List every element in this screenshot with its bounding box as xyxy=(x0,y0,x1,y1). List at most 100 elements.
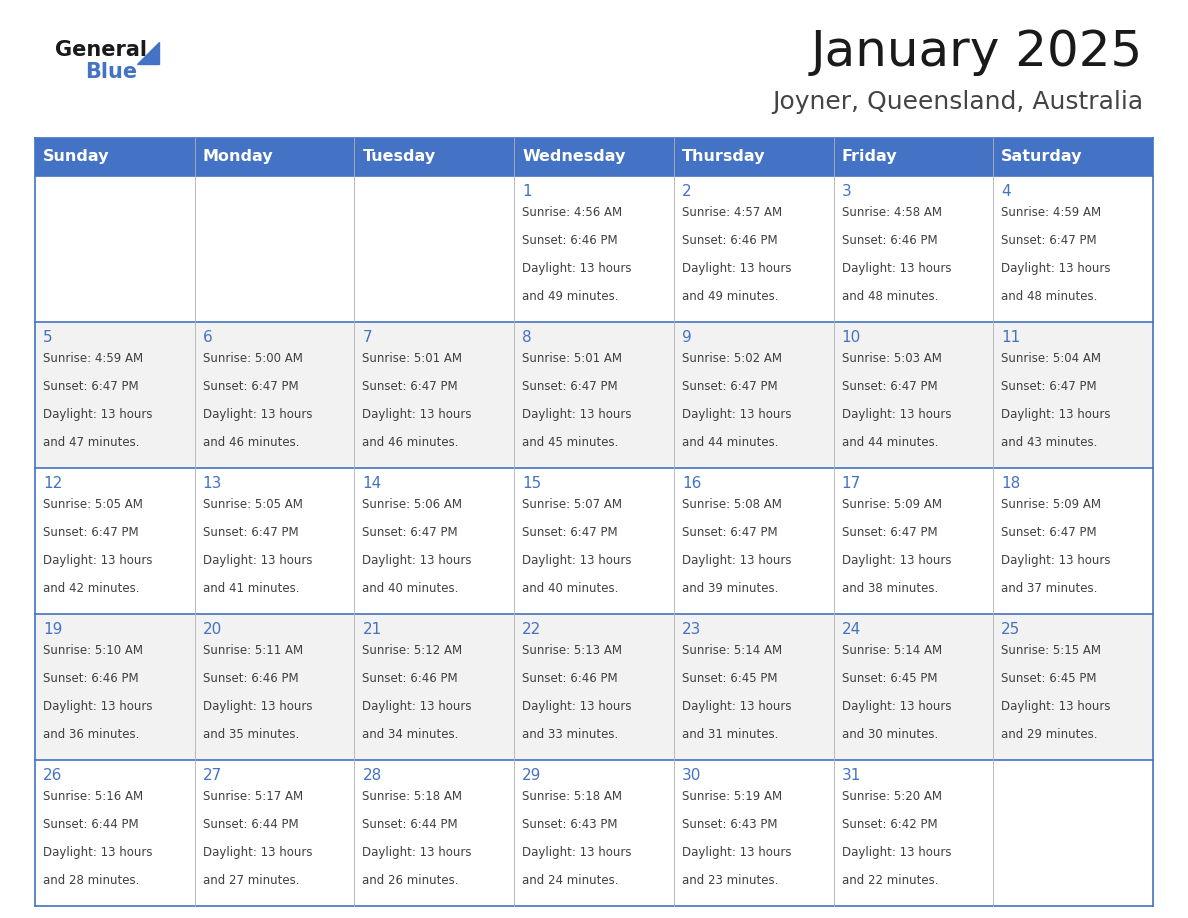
Text: Sunset: 6:47 PM: Sunset: 6:47 PM xyxy=(1001,234,1097,247)
Text: 14: 14 xyxy=(362,476,381,491)
Text: Daylight: 13 hours: Daylight: 13 hours xyxy=(1001,263,1111,275)
Text: Sunset: 6:46 PM: Sunset: 6:46 PM xyxy=(682,234,777,247)
Text: 8: 8 xyxy=(523,330,532,345)
Text: January 2025: January 2025 xyxy=(810,28,1143,76)
Text: Sunrise: 5:20 AM: Sunrise: 5:20 AM xyxy=(841,790,942,803)
Text: Saturday: Saturday xyxy=(1001,150,1082,164)
Text: and 49 minutes.: and 49 minutes. xyxy=(523,290,619,303)
Text: and 28 minutes.: and 28 minutes. xyxy=(43,874,139,888)
Text: Sunrise: 5:08 AM: Sunrise: 5:08 AM xyxy=(682,498,782,511)
Text: Daylight: 13 hours: Daylight: 13 hours xyxy=(203,846,312,859)
Text: and 35 minutes.: and 35 minutes. xyxy=(203,728,299,742)
Text: and 48 minutes.: and 48 minutes. xyxy=(841,290,939,303)
Text: Daylight: 13 hours: Daylight: 13 hours xyxy=(523,409,632,421)
Text: Daylight: 13 hours: Daylight: 13 hours xyxy=(682,554,791,567)
Text: Sunset: 6:47 PM: Sunset: 6:47 PM xyxy=(841,526,937,539)
Text: Daylight: 13 hours: Daylight: 13 hours xyxy=(203,554,312,567)
Text: and 33 minutes.: and 33 minutes. xyxy=(523,728,619,742)
Text: and 24 minutes.: and 24 minutes. xyxy=(523,874,619,888)
Text: Sunset: 6:46 PM: Sunset: 6:46 PM xyxy=(841,234,937,247)
Text: Daylight: 13 hours: Daylight: 13 hours xyxy=(1001,554,1111,567)
Text: Sunset: 6:47 PM: Sunset: 6:47 PM xyxy=(362,526,459,539)
Text: Sunset: 6:46 PM: Sunset: 6:46 PM xyxy=(43,672,139,685)
Text: and 42 minutes.: and 42 minutes. xyxy=(43,582,139,595)
Text: 28: 28 xyxy=(362,768,381,783)
Text: Sunset: 6:47 PM: Sunset: 6:47 PM xyxy=(362,380,459,393)
Text: Sunrise: 4:59 AM: Sunrise: 4:59 AM xyxy=(43,352,143,365)
Text: Sunrise: 5:14 AM: Sunrise: 5:14 AM xyxy=(682,644,782,657)
Text: Daylight: 13 hours: Daylight: 13 hours xyxy=(362,846,472,859)
Text: 9: 9 xyxy=(682,330,691,345)
Text: and 44 minutes.: and 44 minutes. xyxy=(682,436,778,449)
Text: Daylight: 13 hours: Daylight: 13 hours xyxy=(682,700,791,713)
Text: and 38 minutes.: and 38 minutes. xyxy=(841,582,937,595)
Text: Sunrise: 5:01 AM: Sunrise: 5:01 AM xyxy=(523,352,623,365)
Text: 30: 30 xyxy=(682,768,701,783)
Text: Sunset: 6:46 PM: Sunset: 6:46 PM xyxy=(523,672,618,685)
Text: Daylight: 13 hours: Daylight: 13 hours xyxy=(841,263,952,275)
Text: and 31 minutes.: and 31 minutes. xyxy=(682,728,778,742)
Text: and 26 minutes.: and 26 minutes. xyxy=(362,874,459,888)
Text: and 44 minutes.: and 44 minutes. xyxy=(841,436,939,449)
Text: Daylight: 13 hours: Daylight: 13 hours xyxy=(523,263,632,275)
Text: 7: 7 xyxy=(362,330,372,345)
Text: and 46 minutes.: and 46 minutes. xyxy=(362,436,459,449)
Text: Daylight: 13 hours: Daylight: 13 hours xyxy=(43,409,152,421)
Text: Sunrise: 5:18 AM: Sunrise: 5:18 AM xyxy=(362,790,462,803)
Text: Joyner, Queensland, Australia: Joyner, Queensland, Australia xyxy=(772,90,1143,114)
Text: Daylight: 13 hours: Daylight: 13 hours xyxy=(43,700,152,713)
Text: 13: 13 xyxy=(203,476,222,491)
Text: Sunset: 6:44 PM: Sunset: 6:44 PM xyxy=(203,818,298,831)
Text: Friday: Friday xyxy=(841,150,897,164)
Text: 29: 29 xyxy=(523,768,542,783)
Text: Wednesday: Wednesday xyxy=(523,150,626,164)
Text: Sunset: 6:45 PM: Sunset: 6:45 PM xyxy=(841,672,937,685)
Text: Daylight: 13 hours: Daylight: 13 hours xyxy=(1001,409,1111,421)
Text: Sunrise: 5:06 AM: Sunrise: 5:06 AM xyxy=(362,498,462,511)
Text: Sunset: 6:44 PM: Sunset: 6:44 PM xyxy=(362,818,459,831)
Text: and 48 minutes.: and 48 minutes. xyxy=(1001,290,1098,303)
Text: 24: 24 xyxy=(841,622,861,637)
Bar xyxy=(34,138,1154,176)
Text: Daylight: 13 hours: Daylight: 13 hours xyxy=(841,409,952,421)
Text: Sunrise: 5:04 AM: Sunrise: 5:04 AM xyxy=(1001,352,1101,365)
Text: Daylight: 13 hours: Daylight: 13 hours xyxy=(203,700,312,713)
Text: 31: 31 xyxy=(841,768,861,783)
Text: 16: 16 xyxy=(682,476,701,491)
Text: and 47 minutes.: and 47 minutes. xyxy=(43,436,139,449)
Text: Sunrise: 4:56 AM: Sunrise: 4:56 AM xyxy=(523,206,623,219)
Text: Sunrise: 5:09 AM: Sunrise: 5:09 AM xyxy=(841,498,942,511)
Text: Daylight: 13 hours: Daylight: 13 hours xyxy=(362,409,472,421)
Text: Sunset: 6:43 PM: Sunset: 6:43 PM xyxy=(682,818,777,831)
Text: Sunset: 6:46 PM: Sunset: 6:46 PM xyxy=(362,672,459,685)
Text: Daylight: 13 hours: Daylight: 13 hours xyxy=(841,700,952,713)
Text: Sunrise: 5:12 AM: Sunrise: 5:12 AM xyxy=(362,644,462,657)
Text: and 40 minutes.: and 40 minutes. xyxy=(362,582,459,595)
Text: Sunrise: 4:57 AM: Sunrise: 4:57 AM xyxy=(682,206,782,219)
Text: Sunday: Sunday xyxy=(43,150,109,164)
Text: 18: 18 xyxy=(1001,476,1020,491)
Polygon shape xyxy=(137,42,159,64)
Text: Sunrise: 5:11 AM: Sunrise: 5:11 AM xyxy=(203,644,303,657)
Text: Sunrise: 5:05 AM: Sunrise: 5:05 AM xyxy=(43,498,143,511)
Text: Sunrise: 5:16 AM: Sunrise: 5:16 AM xyxy=(43,790,143,803)
Text: 19: 19 xyxy=(43,622,63,637)
Text: Sunset: 6:47 PM: Sunset: 6:47 PM xyxy=(1001,526,1097,539)
Text: Tuesday: Tuesday xyxy=(362,150,436,164)
Text: 25: 25 xyxy=(1001,622,1020,637)
Text: Sunrise: 5:13 AM: Sunrise: 5:13 AM xyxy=(523,644,623,657)
Text: Daylight: 13 hours: Daylight: 13 hours xyxy=(43,554,152,567)
Text: Daylight: 13 hours: Daylight: 13 hours xyxy=(203,409,312,421)
Text: Sunset: 6:47 PM: Sunset: 6:47 PM xyxy=(682,526,777,539)
Text: and 45 minutes.: and 45 minutes. xyxy=(523,436,619,449)
Text: 20: 20 xyxy=(203,622,222,637)
Text: and 23 minutes.: and 23 minutes. xyxy=(682,874,778,888)
Text: Sunrise: 5:14 AM: Sunrise: 5:14 AM xyxy=(841,644,942,657)
Text: 5: 5 xyxy=(43,330,52,345)
Text: Sunrise: 5:15 AM: Sunrise: 5:15 AM xyxy=(1001,644,1101,657)
Bar xyxy=(34,176,1154,322)
Text: General: General xyxy=(55,40,147,60)
Text: Daylight: 13 hours: Daylight: 13 hours xyxy=(682,846,791,859)
Text: Sunset: 6:47 PM: Sunset: 6:47 PM xyxy=(203,526,298,539)
Text: 15: 15 xyxy=(523,476,542,491)
